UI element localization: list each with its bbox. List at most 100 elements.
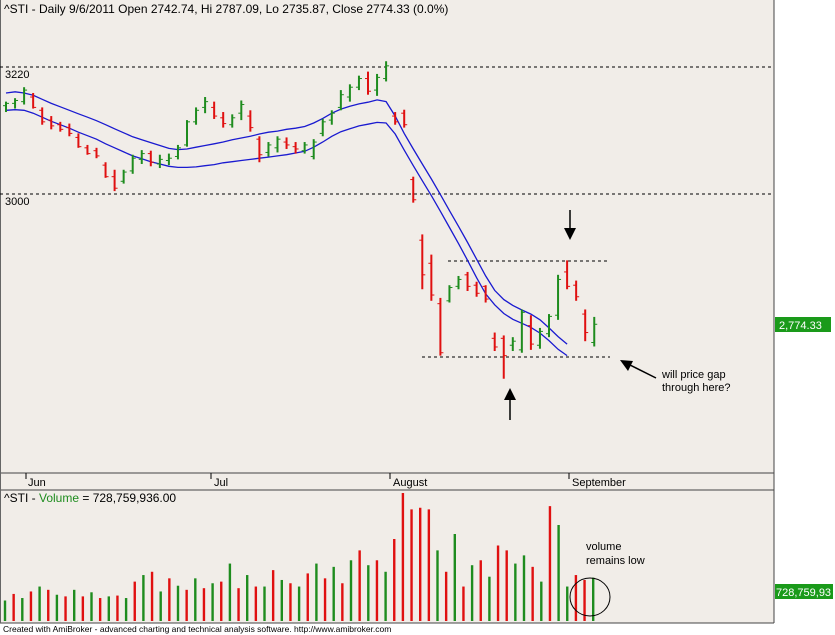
volume-bars: [3, 493, 595, 621]
down-arrow-icon: [564, 210, 576, 240]
month-label-august: August: [393, 477, 427, 489]
price-scale[interactable]: [774, 0, 835, 473]
ohlc-bar: [428, 254, 435, 301]
last-volume-label: 728,759,93: [776, 587, 831, 599]
ohlc-bar: [238, 100, 245, 121]
last-price-label: 2,774.33: [779, 320, 822, 332]
ohlc-bar: [202, 97, 209, 114]
ohlc-bar: [247, 110, 254, 132]
ohlc-bar: [301, 142, 308, 154]
ohlc-bar: [75, 133, 82, 148]
ohlc-bar: [437, 297, 444, 356]
ohlc-bar: [129, 154, 136, 174]
ohlc-bar: [120, 169, 127, 184]
ohlc-bar: [310, 139, 317, 160]
ohlc-bar: [84, 144, 91, 155]
ohlc-bar: [500, 335, 507, 379]
ohlc-bar: [401, 109, 408, 128]
ohlc-bar: [147, 150, 154, 167]
ohlc-bar: [283, 137, 290, 149]
ohlc-bar: [337, 90, 344, 111]
ohlc-bar: [265, 142, 272, 157]
ohlc-bar: [546, 314, 552, 338]
ohlc-bar: [3, 101, 9, 113]
ohlc-bar: [193, 107, 200, 125]
moving-average-upper: [5, 91, 568, 345]
chart-title: ^STI - Daily 9/6/2011 Open 2742.74, Hi 2…: [4, 2, 448, 16]
ohlc-bar: [220, 112, 227, 128]
ohlc-bar: [392, 112, 399, 125]
left-arrow-icon: [620, 360, 657, 379]
ohlc-bar: [491, 332, 498, 352]
ohlc-bar: [165, 153, 172, 166]
ohlc-bar: [156, 154, 163, 169]
month-label-jul: Jul: [214, 477, 228, 489]
price-bars: [3, 61, 598, 379]
last-price-badge: [775, 317, 831, 332]
month-label-jun: Jun: [28, 477, 46, 489]
ohlc-bar: [518, 309, 525, 353]
ohlc-bar: [138, 150, 145, 164]
ohlc-bar: [211, 101, 218, 119]
ohlc-bar: [328, 110, 335, 125]
volume-scale[interactable]: [774, 490, 835, 623]
ohlc-bar: [57, 121, 64, 132]
volume-highlight-circle: [569, 577, 611, 617]
ohlc-bar: [555, 274, 562, 320]
ohlc-bar: [256, 136, 263, 163]
ohlc-bar: [383, 61, 390, 82]
ohlc-bar: [292, 142, 299, 154]
ohlc-bar: [419, 234, 426, 290]
ohlc-bar: [582, 309, 589, 342]
footer-credit: Created with AmiBroker - advanced charti…: [3, 624, 391, 634]
up-arrow-icon: [504, 388, 516, 420]
ohlc-bar: [229, 114, 236, 128]
gap-question-note: will price gap: [661, 369, 726, 381]
ohlc-bar: [455, 275, 462, 290]
last-volume-badge: [775, 584, 833, 599]
ohlc-bar: [93, 147, 100, 159]
month-ticks: [25, 473, 570, 479]
ohlc-bar: [591, 316, 598, 347]
ohlc-bar: [410, 176, 417, 203]
ohlc-bar: [473, 281, 480, 297]
ohlc-bar: [39, 107, 46, 125]
ohlc-bar: [48, 116, 55, 130]
ohlc-bar: [482, 285, 489, 303]
ohlc-bar: [346, 84, 353, 102]
price-axis-label-3220: 3220: [5, 69, 29, 81]
ohlc-bar: [365, 71, 371, 95]
ohlc-bar: [174, 144, 181, 160]
ohlc-bar: [274, 136, 281, 153]
ohlc-bar: [184, 120, 190, 147]
ohlc-bar: [319, 118, 326, 137]
ohlc-bar: [111, 169, 118, 192]
ohlc-bar: [564, 260, 571, 290]
ohlc-bar: [355, 75, 362, 91]
volume-panel[interactable]: [0, 490, 774, 623]
volume-note: volume: [586, 541, 621, 553]
ohlc-bar: [527, 315, 534, 350]
ohlc-bar: [30, 92, 37, 109]
ohlc-bar: [464, 271, 471, 291]
ohlc-bar: [21, 87, 28, 105]
ohlc-bar: [509, 337, 516, 352]
ohlc-bar: [446, 285, 453, 303]
ohlc-bar: [573, 280, 580, 301]
ohlc-bar: [12, 98, 19, 109]
ohlc-bar: [102, 162, 109, 178]
price-axis-label-3000: 3000: [5, 196, 29, 208]
ohlc-bar: [374, 73, 381, 96]
volume-note: remains low: [586, 555, 645, 567]
symbol-label: ^STI: [4, 2, 28, 16]
volume-title: ^STI - Volume = 728,759,936.00: [4, 491, 176, 505]
date-axis: [0, 473, 774, 490]
month-label-september: September: [572, 477, 626, 489]
moving-average-lower: [5, 109, 568, 357]
ohlc-bar: [536, 327, 543, 349]
ohlc-readout: - Daily 9/6/2011 Open 2742.74, Hi 2787.0…: [28, 2, 448, 16]
gap-question-note: through here?: [662, 382, 731, 394]
ohlc-bar: [66, 123, 73, 137]
